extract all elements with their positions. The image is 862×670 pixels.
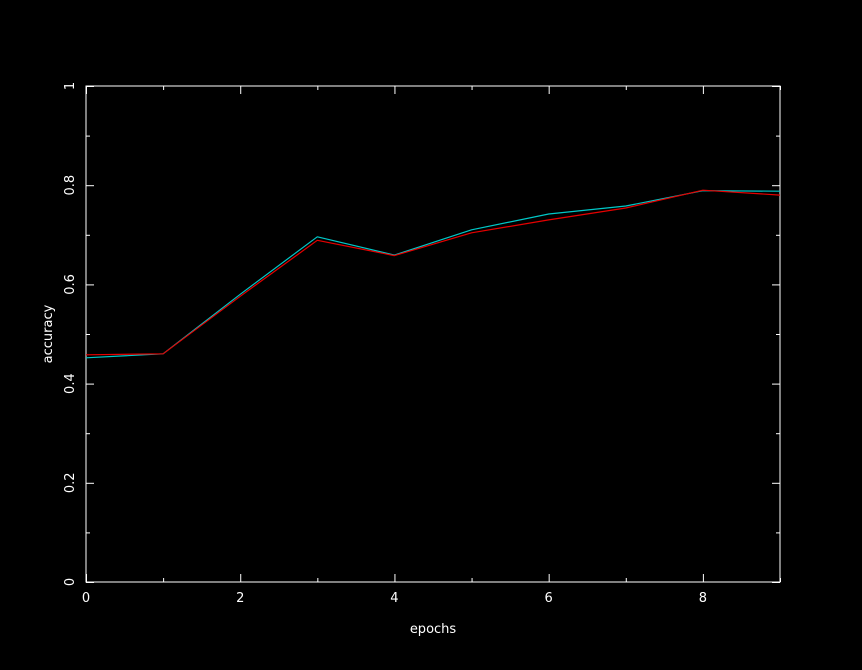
y-axis-label: accuracy	[41, 304, 56, 363]
series-line-1	[85, 190, 781, 359]
x-tick-label: 8	[699, 591, 707, 606]
y-tick-label: 0.4	[63, 373, 78, 394]
x-tick-label: 0	[82, 591, 90, 606]
axes: 0 2 4 6 8 0 0.2 0.4 0.6 0.8 1	[63, 82, 781, 606]
series-line-2	[85, 189, 781, 356]
x-axis-label: epochs	[410, 622, 457, 637]
x-tick-label: 2	[236, 591, 244, 606]
y-tick-label: 0	[63, 578, 78, 586]
x-tick-label: 4	[390, 591, 398, 606]
y-tick-label: 1	[63, 82, 78, 90]
y-tick-label: 0.2	[63, 472, 78, 493]
series-layer	[85, 189, 781, 359]
y-tick-label: 0.8	[63, 175, 78, 196]
y-tick-label: 0.6	[63, 274, 78, 295]
x-tick-label: 6	[545, 591, 553, 606]
